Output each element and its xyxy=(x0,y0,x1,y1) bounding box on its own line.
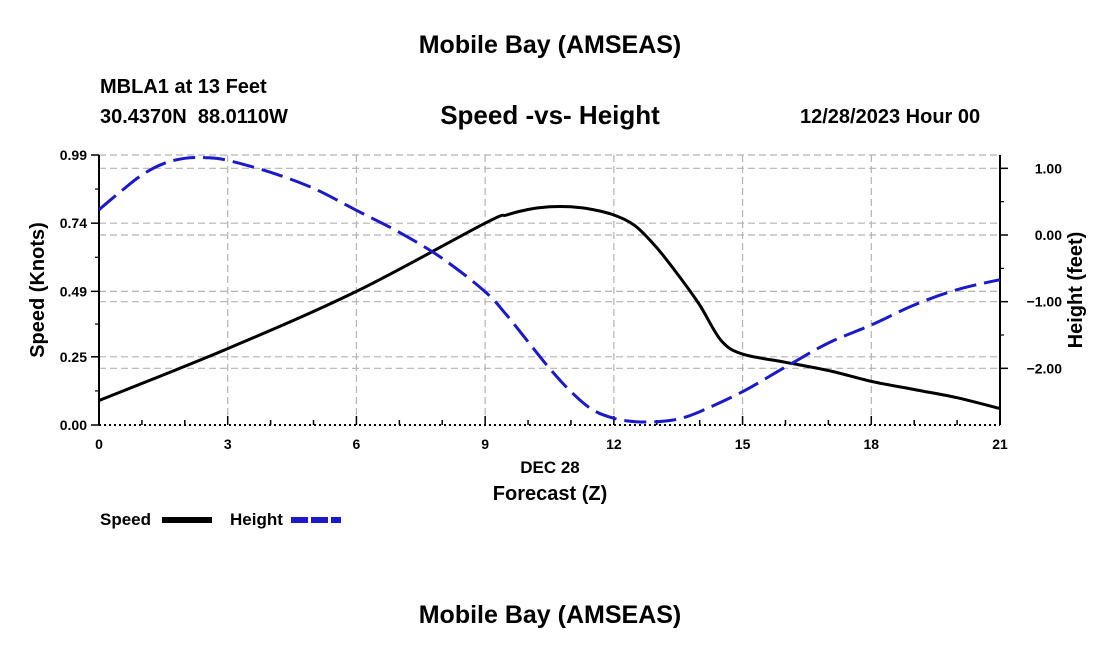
y-tick-label: 0.99 xyxy=(60,147,87,163)
plot-title: Speed -vs- Height xyxy=(440,100,660,130)
legend-height-label: Height xyxy=(230,510,283,529)
x-axis-title: Forecast (Z) xyxy=(492,483,608,505)
station-coordinates: 30.4370N 88.0110W xyxy=(100,106,288,128)
y-tick-label: 0.25 xyxy=(60,349,87,365)
station-label: MBLA1 at 13 Feet xyxy=(100,76,267,98)
x-tick-label: 12 xyxy=(606,436,622,452)
y2-axis-title: Height (feet) xyxy=(1065,232,1087,349)
x-tick-label: 9 xyxy=(481,436,489,452)
x-tick-label: 15 xyxy=(735,436,751,452)
y2-tick-label: −2.00 xyxy=(1027,360,1063,376)
main-title: Mobile Bay (AMSEAS) xyxy=(418,31,682,59)
y-tick-label: 0.74 xyxy=(60,215,87,231)
y-tick-label: 0.00 xyxy=(60,417,87,433)
y-axis-title: Speed (Knots) xyxy=(27,222,49,358)
legend-height-swatch xyxy=(291,517,341,523)
forecast-datetime: 12/28/2023 Hour 00 xyxy=(800,106,981,128)
x-tick-label: 6 xyxy=(353,436,361,452)
x-tick-label: 0 xyxy=(95,436,103,452)
x-axis-date-label: DEC 28 xyxy=(520,458,580,477)
legend-speed-label: Speed xyxy=(100,510,152,529)
y2-tick-label: 1.00 xyxy=(1035,160,1062,176)
y-tick-label: 0.49 xyxy=(60,283,87,299)
footer-title: Mobile Bay (AMSEAS) xyxy=(418,601,682,629)
x-tick-label: 21 xyxy=(992,436,1008,452)
x-tick-label: 3 xyxy=(224,436,232,452)
y2-tick-label: −1.00 xyxy=(1027,294,1063,310)
legend-speed-swatch xyxy=(162,517,212,523)
speed-series-line xyxy=(98,205,1001,411)
y2-tick-label: 0.00 xyxy=(1035,227,1062,243)
height-series-line xyxy=(98,155,1001,424)
x-tick-label: 18 xyxy=(863,436,879,452)
